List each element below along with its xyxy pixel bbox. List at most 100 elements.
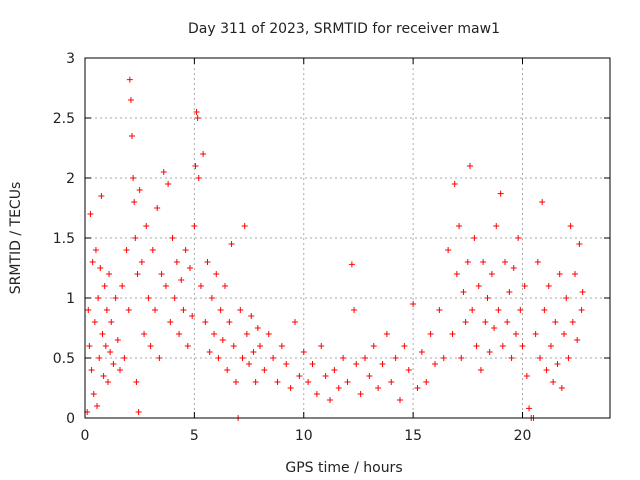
data-point: [136, 187, 143, 193]
data-point: [405, 367, 412, 373]
data-point: [165, 181, 172, 187]
data-point: [473, 343, 480, 349]
data-point: [410, 301, 417, 307]
data-point: [270, 355, 277, 361]
data-point: [357, 391, 364, 397]
data-point: [131, 199, 138, 205]
data-point: [565, 355, 572, 361]
data-point: [162, 283, 169, 289]
x-tick-label: 15: [404, 428, 422, 444]
data-point: [193, 109, 200, 115]
data-point: [110, 361, 117, 367]
data-point: [322, 373, 329, 379]
y-tick-label: 2: [66, 171, 75, 187]
x-axis-title: GPS time / hours: [285, 460, 402, 476]
data-point: [89, 259, 96, 265]
data-point: [375, 385, 382, 391]
data-point: [283, 361, 290, 367]
data-point: [366, 373, 373, 379]
data-point: [362, 355, 368, 361]
y-axis-title: SRMTID / TECUs: [8, 182, 24, 295]
data-point: [189, 313, 196, 319]
data-point: [445, 247, 452, 253]
data-point: [543, 367, 550, 373]
data-point: [497, 190, 504, 197]
data-point: [427, 331, 434, 337]
data-point: [517, 307, 524, 313]
data-point: [100, 373, 107, 379]
data-point: [222, 283, 228, 289]
data-point: [462, 319, 469, 325]
data-point: [87, 211, 94, 217]
data-point: [243, 331, 250, 337]
data-point: [327, 397, 333, 403]
data-point: [224, 367, 231, 373]
data-point: [265, 331, 272, 337]
data-point: [423, 379, 430, 385]
data-point: [495, 307, 502, 313]
data-point: [460, 289, 467, 295]
data-point: [94, 403, 101, 409]
data-point: [318, 343, 325, 349]
chart-title: Day 311 of 2023, SRMTID for receiver maw…: [188, 21, 500, 37]
x-tick-label: 20: [514, 428, 532, 444]
data-point: [127, 97, 134, 103]
data-point: [97, 265, 104, 271]
data-point: [246, 361, 253, 367]
data-point: [85, 307, 92, 313]
data-point: [147, 343, 154, 349]
data-point: [379, 361, 386, 367]
data-point: [534, 259, 541, 265]
x-tick-label: 5: [190, 428, 199, 444]
data-point: [254, 325, 261, 331]
data-point: [101, 283, 108, 289]
data-point: [456, 223, 463, 229]
data-point: [493, 223, 500, 229]
data-point: [171, 295, 178, 301]
data-point: [526, 405, 533, 412]
y-tick-label: 2.5: [53, 111, 75, 127]
data-point: [187, 265, 193, 271]
grid-lines: [85, 58, 610, 418]
data-point: [202, 319, 209, 325]
data-point: [547, 343, 554, 349]
data-point: [550, 379, 557, 385]
data-point: [480, 259, 487, 265]
data-point: [453, 271, 460, 277]
data-point: [232, 379, 239, 385]
data-point: [436, 307, 443, 313]
data-point: [554, 361, 561, 367]
x-tick-label: 0: [81, 428, 90, 444]
data-point: [519, 343, 526, 349]
data-point: [296, 373, 303, 379]
data-point: [502, 259, 508, 265]
data-point: [192, 163, 199, 169]
data-point: [102, 343, 109, 349]
data-point: [98, 193, 105, 199]
data-point: [512, 331, 519, 337]
data-point: [414, 385, 421, 391]
data-point: [200, 151, 207, 157]
data-point: [208, 295, 215, 301]
data-point: [239, 355, 246, 361]
data-point: [91, 319, 98, 325]
data-point: [578, 307, 585, 313]
data-point: [117, 367, 123, 373]
data-point: [401, 343, 408, 349]
data-point: [149, 247, 156, 253]
data-point: [471, 235, 478, 241]
data-point: [156, 355, 163, 361]
data-point: [119, 283, 126, 289]
data-point: [370, 343, 377, 349]
data-point: [145, 295, 152, 301]
data-point: [215, 355, 222, 361]
data-point: [558, 385, 565, 391]
data-point: [563, 295, 570, 301]
data-point: [197, 283, 204, 289]
data-point: [537, 355, 543, 361]
data-point: [138, 259, 145, 265]
y-tick-label: 1.5: [53, 231, 75, 247]
data-point: [491, 325, 498, 331]
data-point: [257, 343, 263, 349]
